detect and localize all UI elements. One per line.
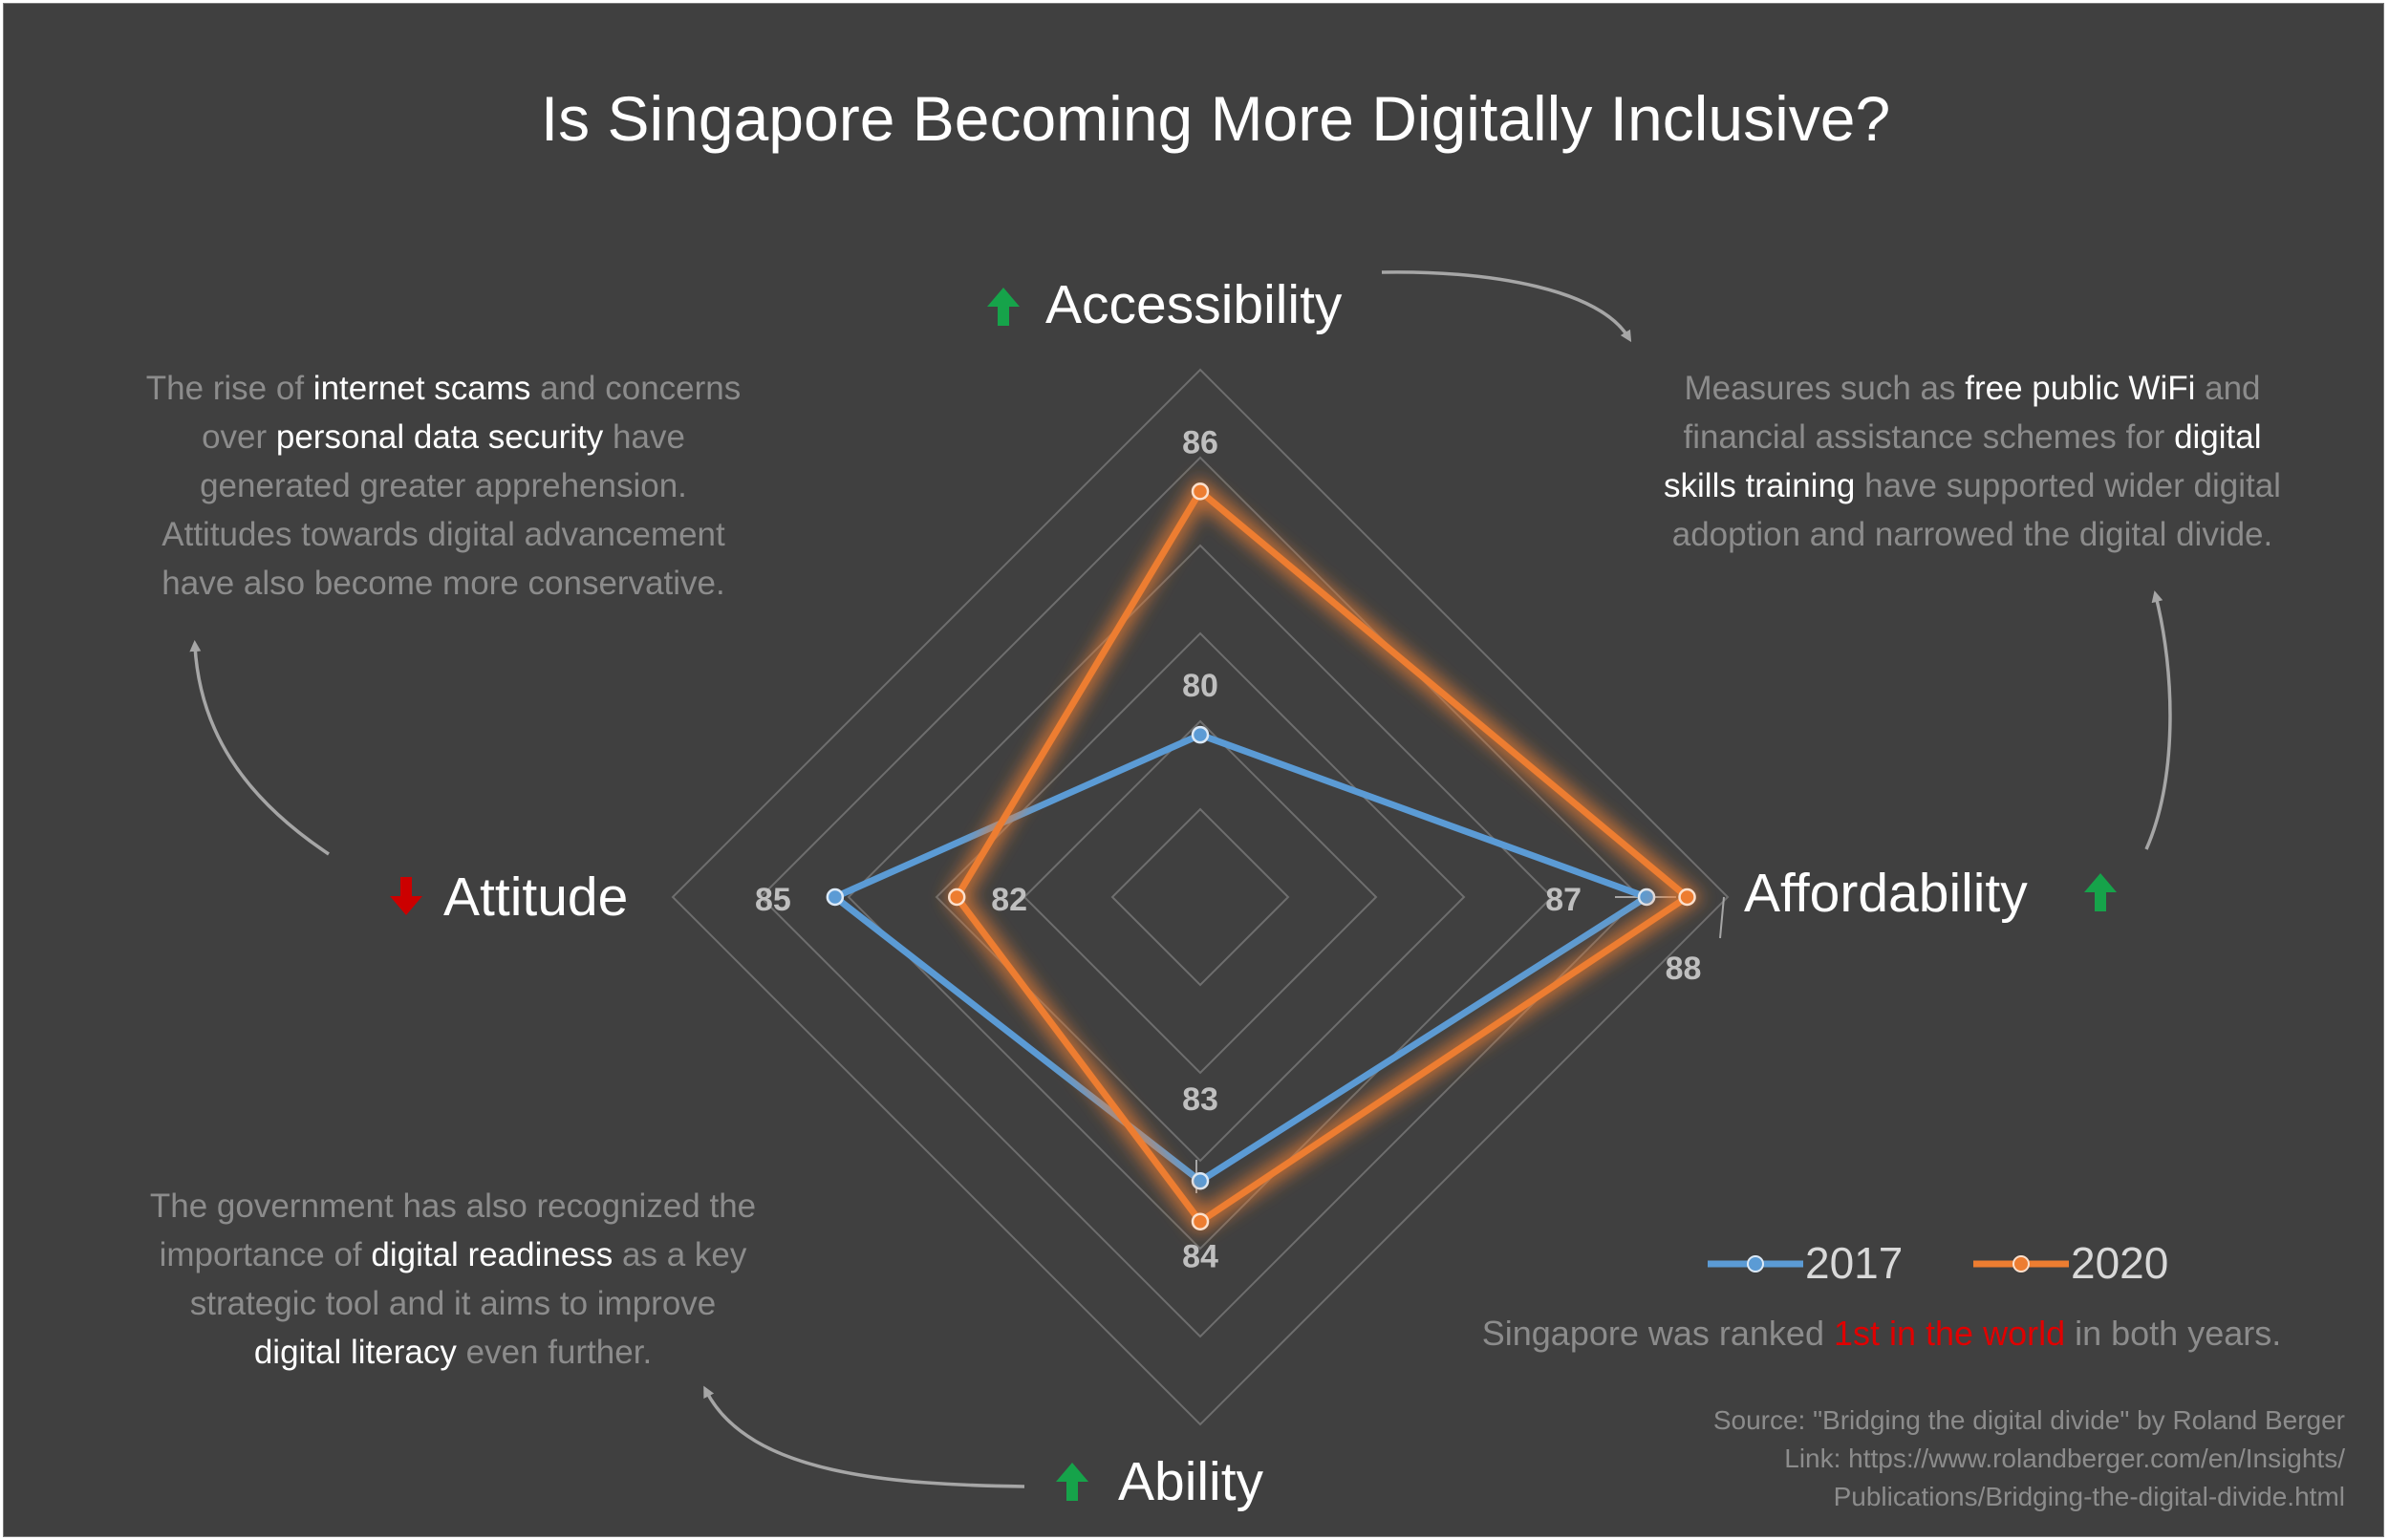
annotation-accessibility: Measures such as free public WiFi and fin… bbox=[1561, 364, 2383, 559]
axis-attitude: Attitude bbox=[390, 866, 628, 928]
annotation-highlight: digital bbox=[2174, 418, 2262, 456]
axis-label-ability: Ability bbox=[1118, 1451, 1264, 1512]
source-link-line: Publications/Bridging-the-digital-divide… bbox=[1833, 1482, 2345, 1511]
data-point-2017-attitude bbox=[826, 888, 845, 907]
grid-ring bbox=[1022, 719, 1378, 1075]
data-point-2017-accessibility bbox=[1191, 725, 1210, 744]
series-2020 bbox=[945, 477, 1704, 1235]
legend-label-2020: 2020 bbox=[2071, 1238, 2169, 1288]
data-point-2020-accessibility bbox=[1191, 482, 1210, 501]
axis-accessibility: Accessibility bbox=[987, 274, 1343, 335]
annotation-text: even further. bbox=[456, 1334, 653, 1371]
annotation-text: Measures such as bbox=[1684, 370, 1966, 407]
grid-ring bbox=[759, 456, 1642, 1338]
source-note: Source: "Bridging the digital divide" by… bbox=[1713, 1401, 2345, 1516]
legend-item-2020: 2020 bbox=[1973, 1239, 2184, 1287]
arrow-affordability-to-accessibility-text bbox=[2144, 590, 2172, 850]
arrow-down-icon bbox=[390, 877, 422, 915]
data-point-2020-ability bbox=[1191, 1212, 1210, 1230]
annotation-text: as a key bbox=[613, 1236, 747, 1273]
source-link-line: Link: https://www.rolandberger.com/en/In… bbox=[1784, 1444, 2345, 1473]
annotation-highlight: internet scams bbox=[312, 370, 531, 407]
annotation-highlight: skills training bbox=[1664, 467, 1856, 504]
annotation-highlight: personal data security bbox=[275, 418, 604, 456]
legend-swatch-2020 bbox=[1973, 1255, 2069, 1273]
legend-item-2017: 2017 bbox=[1708, 1239, 1918, 1287]
annotation-text: have also become more conservative. bbox=[161, 565, 725, 602]
arrow-up-icon bbox=[1056, 1463, 1088, 1501]
annotation-text: over bbox=[202, 418, 276, 456]
data-label-2020-ability: 84 bbox=[1182, 1239, 1218, 1275]
annotation-text: The rise of bbox=[145, 370, 313, 407]
series-glow bbox=[945, 477, 1704, 1235]
radar-chart: 80 87 83 85 86 88 84 82 Is Singapore Becoming M… bbox=[189, 83, 2172, 1512]
grid-ring bbox=[935, 631, 1466, 1163]
data-point-2017-ability bbox=[1191, 1171, 1210, 1190]
grid-ring bbox=[847, 544, 1554, 1251]
data-label-2017-ability: 83 bbox=[1182, 1081, 1218, 1118]
data-point-2020-affordability bbox=[1678, 888, 1696, 907]
legend-swatch-2017 bbox=[1708, 1255, 1803, 1273]
annotation-text: importance of bbox=[159, 1236, 372, 1273]
annotation-text: The government has also recognized the bbox=[149, 1187, 757, 1225]
series-2017 bbox=[826, 725, 1656, 1190]
ranked-highlight: 1st in the world bbox=[1833, 1314, 2066, 1353]
annotation-attitude: The rise of internet scams and concerns o… bbox=[71, 364, 816, 608]
data-label-2020-affordability: 88 bbox=[1666, 951, 1702, 987]
annotation-highlight: digital readiness bbox=[371, 1236, 613, 1273]
arrow-accessibility-to-affordability bbox=[1381, 270, 1632, 343]
series-layer bbox=[826, 477, 1704, 1235]
axis-affordability: Affordability bbox=[1744, 863, 2117, 924]
annotation-text: generated greater apprehension. bbox=[200, 467, 687, 504]
data-point-2017-affordability bbox=[1637, 888, 1656, 907]
axis-label-affordability: Affordability bbox=[1744, 863, 2028, 924]
data-label-2017-attitude: 85 bbox=[755, 882, 791, 918]
radar-grid bbox=[671, 368, 1730, 1426]
arrow-attitude-to-attitude-text bbox=[189, 640, 330, 856]
data-label-2020-attitude: 82 bbox=[991, 882, 1027, 918]
annotation-text: financial assistance schemes for bbox=[1683, 418, 2175, 456]
annotation-highlight: free public WiFi bbox=[1965, 370, 2196, 407]
chart-title: Is Singapore Becoming More Digitally Inc… bbox=[541, 83, 1890, 154]
annotation-text: and concerns bbox=[530, 370, 742, 407]
series-line bbox=[829, 731, 1654, 1186]
arrow-up-icon bbox=[987, 288, 1020, 326]
grid-ring bbox=[1110, 807, 1290, 987]
axis-label-attitude: Attitude bbox=[443, 866, 628, 928]
ranked-text-after: in both years. bbox=[2065, 1314, 2282, 1353]
ranked-text-before: Singapore was ranked bbox=[1481, 1314, 1834, 1353]
legend-label-2017: 2017 bbox=[1805, 1238, 1904, 1288]
chart-frame: 80 87 83 85 86 88 84 82 Is Singapore Becoming M… bbox=[3, 3, 2384, 1537]
leader-line-2020-affordability bbox=[1719, 896, 1725, 939]
annotation-text: and bbox=[2195, 370, 2261, 407]
data-label-2020-accessibility: 86 bbox=[1182, 424, 1218, 460]
value-label-layer: 80 87 83 85 86 88 84 82 bbox=[755, 424, 1701, 1274]
annotation-text: Attitudes towards digital advancement bbox=[161, 516, 725, 553]
axis-label-accessibility: Accessibility bbox=[1045, 274, 1343, 335]
grid-ring bbox=[671, 368, 1730, 1426]
data-label-2017-accessibility: 80 bbox=[1182, 668, 1218, 704]
data-point-2020-attitude bbox=[947, 888, 966, 907]
data-label-2017-affordability: 87 bbox=[1545, 882, 1582, 918]
annotation-text: have supported wider digital bbox=[1855, 467, 2281, 504]
axis-ability: Ability bbox=[1056, 1451, 1264, 1512]
ranked-note: Singapore was ranked 1st in the world in… bbox=[1380, 1310, 2383, 1358]
annotation-text: adoption and narrowed the digital divide… bbox=[1671, 516, 2273, 553]
source-line: Source: "Bridging the digital divide" by… bbox=[1712, 1405, 2345, 1435]
arrow-up-icon bbox=[2084, 873, 2117, 911]
arrow-ability-to-ability-text bbox=[703, 1385, 1025, 1488]
annotation-text: have bbox=[603, 418, 685, 456]
annotation-highlight: digital literacy bbox=[253, 1334, 457, 1371]
annotation-text: strategic tool and it aims to improve bbox=[189, 1285, 717, 1322]
annotation-ability: The government has also recognized the im… bbox=[71, 1182, 835, 1377]
